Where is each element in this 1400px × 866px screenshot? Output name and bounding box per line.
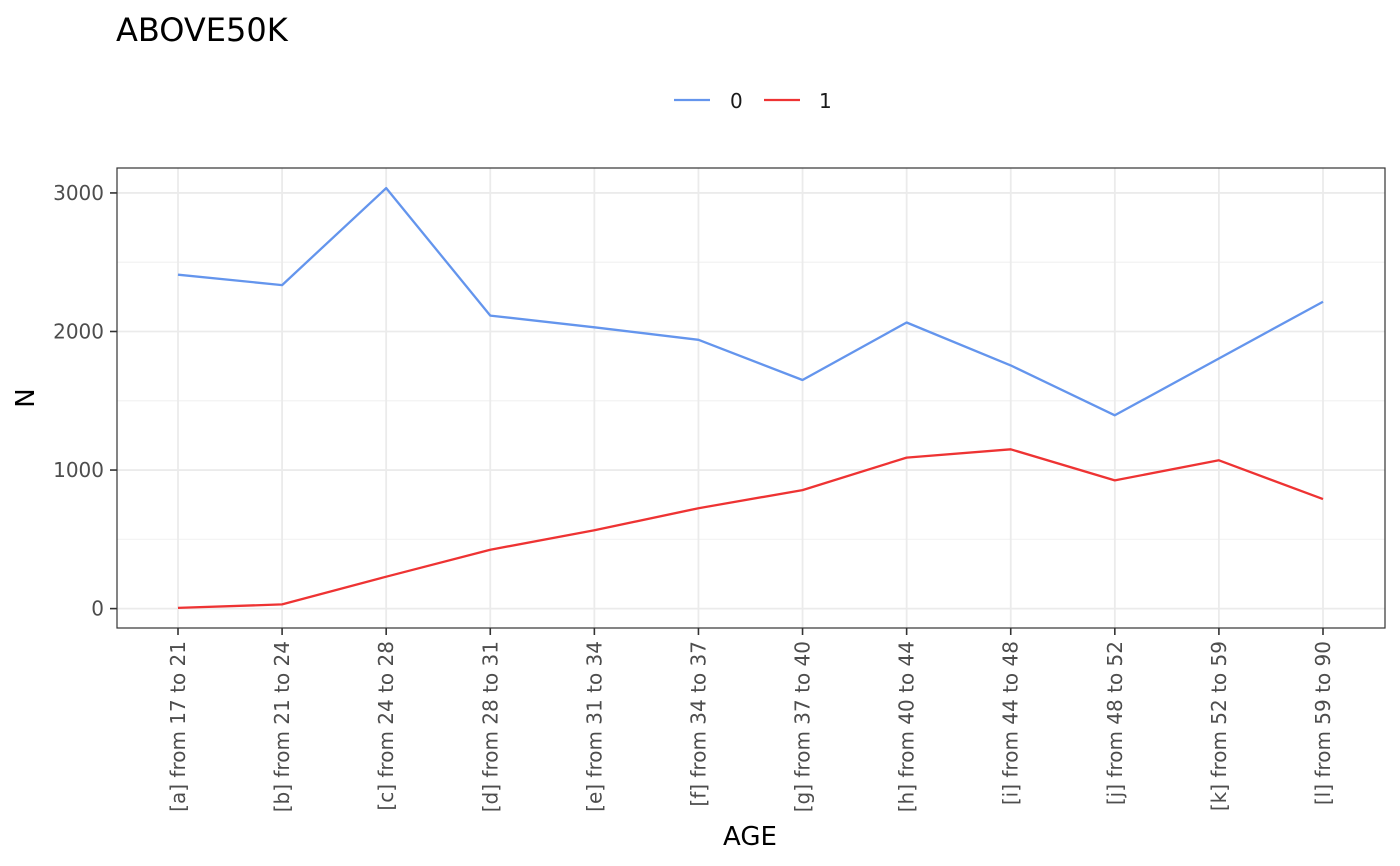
x-tick-label: [l] from 59 to 90 xyxy=(1311,641,1335,805)
x-tick-label: [b] from 21 to 24 xyxy=(270,641,294,812)
x-tick-label: [f] from 34 to 37 xyxy=(686,641,710,807)
y-tick-label: 0 xyxy=(91,597,104,621)
y-tick-label: 2000 xyxy=(53,319,104,343)
x-axis-title: AGE xyxy=(723,822,777,852)
x-tick-label: [a] from 17 to 21 xyxy=(166,641,190,812)
x-tick-label: [k] from 52 to 59 xyxy=(1207,641,1231,811)
series-line-0 xyxy=(177,186,1324,417)
x-axis: [a] from 17 to 21 [b] from 21 to 24 [c] fr… xyxy=(166,628,1335,812)
panel-border xyxy=(116,167,1386,629)
legend-label-0: 0 xyxy=(730,89,743,113)
series-lines xyxy=(177,186,1324,610)
y-axis-title: N xyxy=(11,388,41,407)
y-tick-label: 1000 xyxy=(53,458,104,482)
legend-label-1: 1 xyxy=(819,89,832,113)
y-tick-label: 3000 xyxy=(53,181,104,205)
x-tick-label: [c] from 24 to 28 xyxy=(374,641,398,811)
x-tick-label: [g] from 37 to 40 xyxy=(791,641,815,812)
x-tick-label: [j] from 48 to 52 xyxy=(1103,641,1127,805)
grid xyxy=(117,168,1385,628)
y-axis: 0 1000 2000 3000 xyxy=(53,181,117,621)
x-tick-label: [e] from 31 to 34 xyxy=(582,641,606,812)
x-tick-label: [i] from 44 to 48 xyxy=(999,641,1023,805)
legend: 0 1 xyxy=(674,89,832,113)
chart-title: ABOVE50K xyxy=(116,11,289,49)
x-tick-label: [d] from 28 to 31 xyxy=(478,641,502,812)
x-tick-label: [h] from 40 to 44 xyxy=(895,641,919,812)
series-line-1 xyxy=(177,448,1324,610)
